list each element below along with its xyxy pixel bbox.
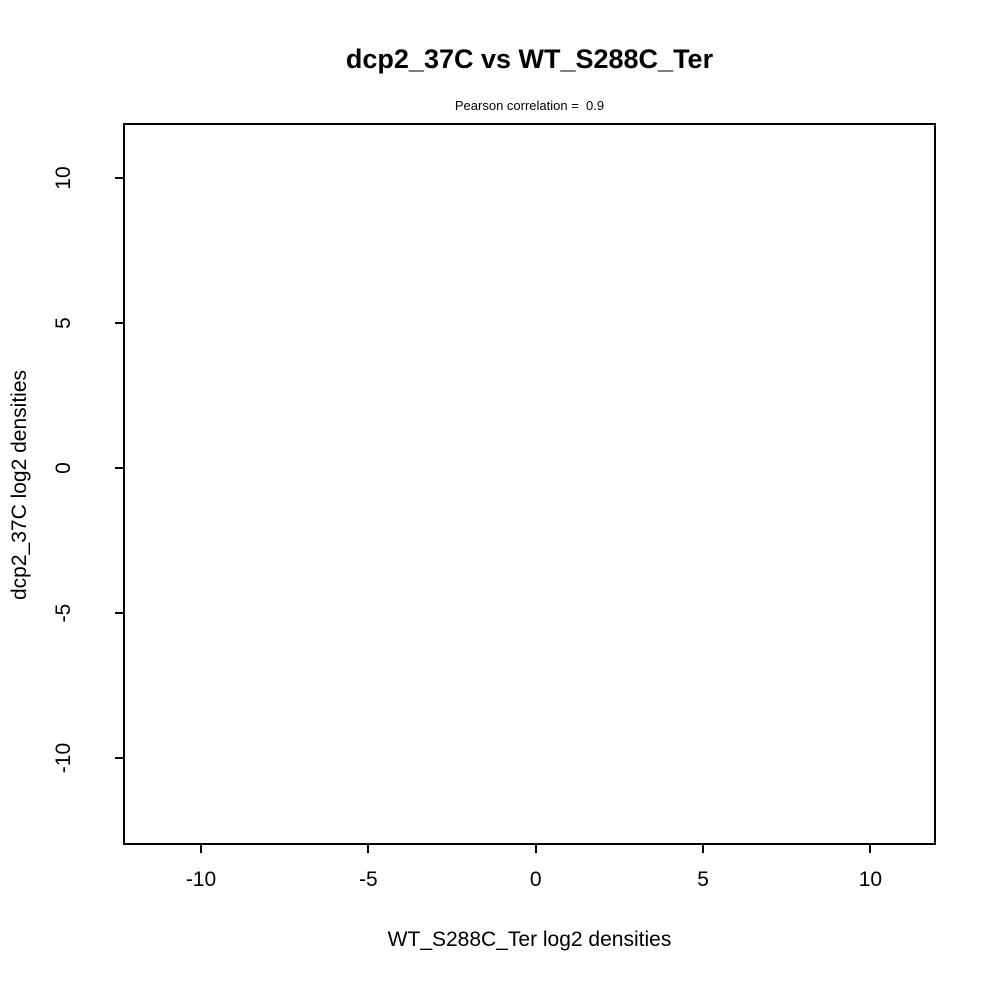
y-tick-mark [115,612,123,614]
chart-subtitle: Pearson correlation = 0.9 [454,98,605,113]
y-tick-label: 0 [52,462,75,474]
x-tick-label: 0 [529,868,542,891]
chart-title: dcp2_37C vs WT_S288C_Ter [345,44,714,74]
x-tick-mark [869,845,872,853]
y-tick-label: -10 [52,742,75,774]
x-tick-label: 10 [858,868,883,891]
y-tick-label: 5 [52,317,75,329]
x-axis-title: WT_S288C_Ter log2 densities [387,928,672,951]
x-tick-mark [534,845,537,853]
y-tick-label: -5 [52,603,75,623]
y-axis-title: dcp2_37C log2 densities [8,370,31,600]
y-tick-mark [115,177,123,179]
x-tick-mark [367,845,370,853]
x-tick-label: 5 [697,868,709,891]
y-tick-label: 10 [52,166,75,190]
x-tick-label: -5 [359,868,378,891]
y-tick-mark [115,322,123,324]
y-tick-mark [115,467,123,469]
x-tick-mark [702,845,705,853]
y-tick-mark [115,757,123,759]
plot-border-box [123,123,936,845]
x-tick-label: -10 [185,868,217,891]
x-tick-mark [200,845,202,853]
